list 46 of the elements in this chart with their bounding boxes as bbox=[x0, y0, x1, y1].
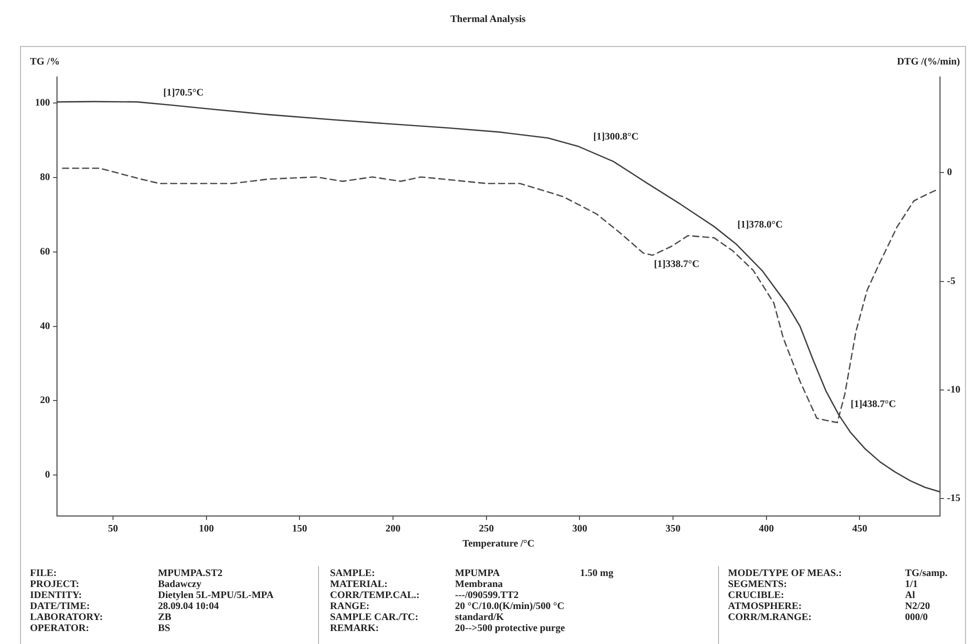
annotation: [1]300.8°C bbox=[593, 131, 639, 142]
y-tick-label: 20 bbox=[40, 395, 50, 406]
y-tick-label: 80 bbox=[40, 172, 50, 184]
y-tick-label: 0 bbox=[45, 470, 50, 481]
x-tick-label: 400 bbox=[758, 524, 774, 535]
text: MATERIAL: Membrana bbox=[330, 579, 504, 590]
text: REMARK: 20-->500 protective purge bbox=[330, 623, 566, 634]
annotation: [1]438.7°C bbox=[850, 399, 896, 410]
text: SAMPLE CAR./TC: standard/K bbox=[330, 612, 505, 623]
y2-tick-label: -10 bbox=[947, 384, 960, 396]
annotation: [1]338.7°C bbox=[654, 259, 700, 270]
text: CORR/TEMP.CAL.: ---/090599.TT2 bbox=[330, 590, 520, 601]
chart-title: Thermal Analysis bbox=[449, 14, 527, 25]
x-tick-label: 200 bbox=[386, 524, 401, 535]
text: MODE/TYPE OF MEAS.: TG/samp. bbox=[728, 568, 948, 579]
y-tick-label: 100 bbox=[35, 98, 50, 109]
text: SAMPLE: MPUMPA 1.50 mg bbox=[330, 568, 614, 579]
text: PROJECT: Badawczy bbox=[30, 579, 202, 590]
y2-tick-label: -15 bbox=[947, 493, 960, 504]
x-tick-label: 100 bbox=[198, 524, 214, 535]
annotation: [1]70.5°C bbox=[163, 87, 204, 98]
text: OPERATOR: BS bbox=[30, 623, 172, 634]
text: CORR/M.RANGE: 000/0 bbox=[728, 612, 929, 623]
x-tick-label: 300 bbox=[572, 524, 588, 535]
text: SEGMENTS: 1/1 bbox=[728, 579, 919, 590]
text: ATMOSPHERE: N2/20 bbox=[728, 601, 931, 612]
y2-tick-label: -5 bbox=[947, 276, 956, 287]
y-tick-label: 40 bbox=[40, 320, 50, 332]
text: CRUCIBLE: Al bbox=[728, 590, 916, 601]
y2-tick-label: 0 bbox=[947, 167, 952, 178]
text: DATE/TIME: 28.09.04 10:04 bbox=[30, 601, 220, 612]
line-series bbox=[62, 168, 937, 424]
x-tick-label: 250 bbox=[478, 524, 494, 535]
annotation: [1]378.0°C bbox=[737, 219, 783, 230]
x-tick-label: 450 bbox=[852, 524, 868, 535]
x-tick-label: 350 bbox=[666, 524, 681, 535]
y-tick-label: 60 bbox=[40, 246, 50, 258]
y2-axis-title: DTG /(%/min) bbox=[896, 56, 960, 68]
text: IDENTITY: Dietylen 5L-MPU/5L-MPA bbox=[30, 590, 274, 601]
text: FILE: MPUMPA.ST2 bbox=[30, 568, 224, 579]
x-tick-label: 150 bbox=[292, 524, 308, 535]
text: RANGE: 20 °C/10.0(K/min)/500 °C bbox=[330, 601, 566, 612]
x-tick-label: 50 bbox=[108, 524, 118, 535]
x-axis-title: Temperature /°C bbox=[462, 538, 535, 550]
y-axis-title: TG /% bbox=[30, 56, 60, 68]
text: LABORATORY: ZB bbox=[30, 612, 172, 623]
